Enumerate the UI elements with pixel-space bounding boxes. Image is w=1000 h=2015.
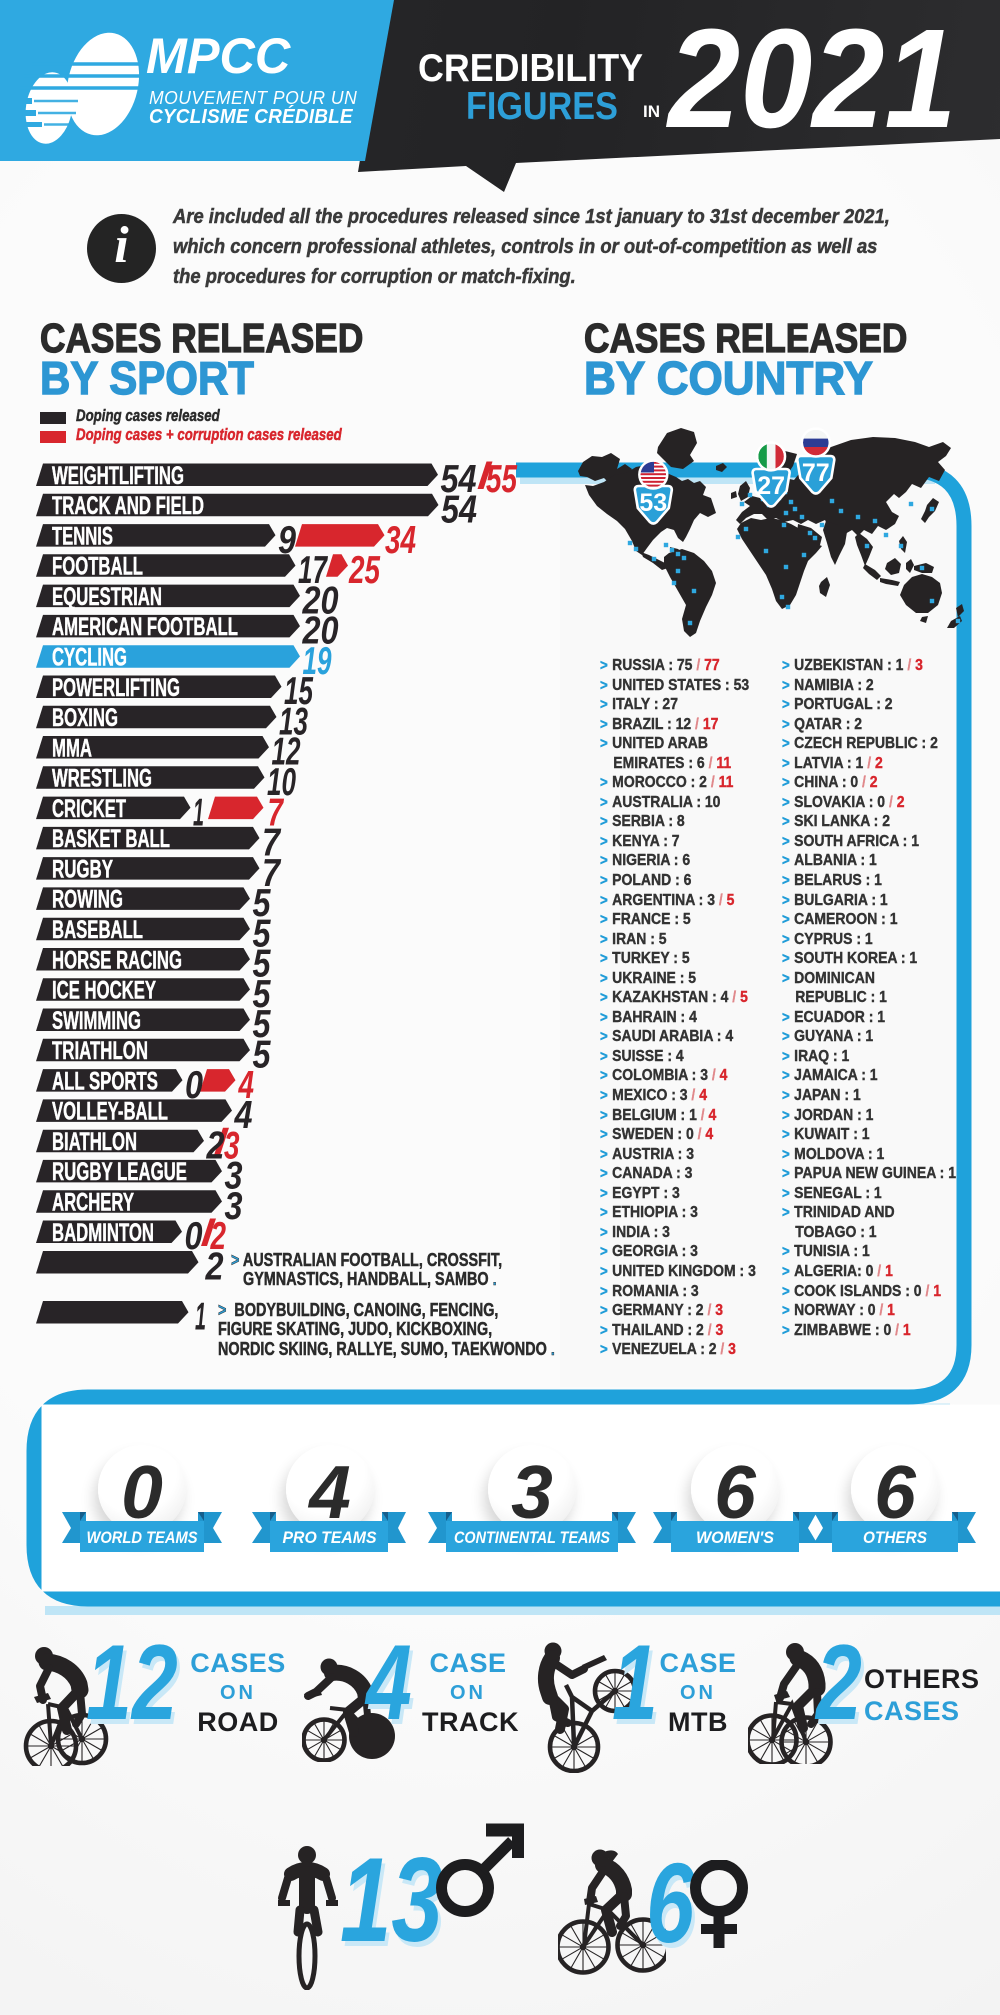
svg-text:3: 3 <box>224 1124 240 1167</box>
svg-text:BOXING: BOXING <box>52 704 118 732</box>
svg-text:34: 34 <box>385 519 416 562</box>
svg-text:10: 10 <box>267 761 296 804</box>
svg-text:CRICKET: CRICKET <box>52 795 126 823</box>
svg-text:BIATHLON: BIATHLON <box>52 1128 137 1156</box>
svg-text:TENNIS: TENNIS <box>52 522 113 550</box>
svg-text:2: 2 <box>205 1246 224 1289</box>
svg-text:20: 20 <box>302 610 339 653</box>
svg-text:77: 77 <box>802 459 830 487</box>
svg-text:WORLD TEAMS: WORLD TEAMS <box>87 1528 199 1547</box>
svg-text:54: 54 <box>441 489 477 532</box>
svg-text:7: 7 <box>262 852 282 895</box>
svg-text:ROWING: ROWING <box>52 886 123 914</box>
svg-text:19: 19 <box>303 640 332 683</box>
svg-text:OTHERS: OTHERS <box>863 1528 928 1547</box>
svg-text:3: 3 <box>225 1185 243 1228</box>
svg-text:RUGBY LEAGUE: RUGBY LEAGUE <box>52 1158 187 1186</box>
svg-text:54: 54 <box>441 458 477 501</box>
svg-text:FOOTBALL: FOOTBALL <box>52 553 143 581</box>
svg-text:ICE HOCKEY: ICE HOCKEY <box>52 977 156 1005</box>
svg-text:MMA: MMA <box>52 734 92 762</box>
svg-text:ARCHERY: ARCHERY <box>52 1189 134 1217</box>
svg-text:7: 7 <box>262 822 282 865</box>
svg-text:EQUESTRIAN: EQUESTRIAN <box>52 583 162 611</box>
svg-text:HORSE RACING: HORSE RACING <box>52 946 182 974</box>
svg-text:AMERICAN FOOTBALL: AMERICAN FOOTBALL <box>52 613 238 641</box>
svg-text:RUGBY: RUGBY <box>52 855 113 883</box>
svg-text:1: 1 <box>193 791 204 834</box>
svg-text:5: 5 <box>253 1034 272 1077</box>
svg-text:WRESTLING: WRESTLING <box>52 765 152 793</box>
svg-text:0: 0 <box>185 1064 203 1107</box>
svg-text:BADMINTON: BADMINTON <box>52 1219 154 1247</box>
svg-text:12: 12 <box>272 731 301 774</box>
svg-text:9: 9 <box>278 519 296 562</box>
svg-text:WOMEN'S: WOMEN'S <box>696 1528 775 1547</box>
svg-text:VOLLEY-BALL: VOLLEY-BALL <box>52 1098 168 1126</box>
svg-text:0: 0 <box>185 1215 203 1258</box>
svg-text:2: 2 <box>206 1124 225 1167</box>
svg-text:7: 7 <box>268 791 285 834</box>
svg-text:3: 3 <box>225 1155 243 1198</box>
svg-text:53: 53 <box>639 489 667 517</box>
svg-text:TRIATHLON: TRIATHLON <box>52 1037 148 1065</box>
svg-text:4: 4 <box>234 1094 253 1137</box>
svg-text:5: 5 <box>253 973 272 1016</box>
svg-text:CONTINENTAL TEAMS: CONTINENTAL TEAMS <box>454 1528 611 1547</box>
svg-text:SWIMMING: SWIMMING <box>52 1007 141 1035</box>
svg-text:PRO TEAMS: PRO TEAMS <box>283 1528 378 1547</box>
svg-text:5: 5 <box>253 882 272 925</box>
svg-text:5: 5 <box>253 1003 272 1046</box>
svg-text:13: 13 <box>279 700 308 743</box>
svg-text:BASKET BALL: BASKET BALL <box>52 825 170 853</box>
svg-text:55: 55 <box>486 458 518 501</box>
svg-text:BASEBALL: BASEBALL <box>52 916 143 944</box>
svg-text:27: 27 <box>757 472 785 500</box>
svg-text:TRACK AND FIELD: TRACK AND FIELD <box>52 492 204 520</box>
svg-text:POWERLIFTING: POWERLIFTING <box>52 674 180 702</box>
svg-text:1: 1 <box>195 1296 206 1339</box>
svg-text:2: 2 <box>210 1215 226 1258</box>
svg-text:4: 4 <box>238 1064 254 1107</box>
svg-text:ALL SPORTS: ALL SPORTS <box>52 1067 158 1095</box>
svg-text:17: 17 <box>298 549 329 592</box>
svg-text:CYCLING: CYCLING <box>52 644 127 672</box>
svg-text:WEIGHTLIFTING: WEIGHTLIFTING <box>52 462 184 490</box>
svg-text:5: 5 <box>253 943 272 986</box>
svg-text:25: 25 <box>348 549 381 592</box>
svg-text:5: 5 <box>253 912 272 955</box>
svg-text:15: 15 <box>284 670 314 713</box>
svg-text:20: 20 <box>302 579 339 622</box>
